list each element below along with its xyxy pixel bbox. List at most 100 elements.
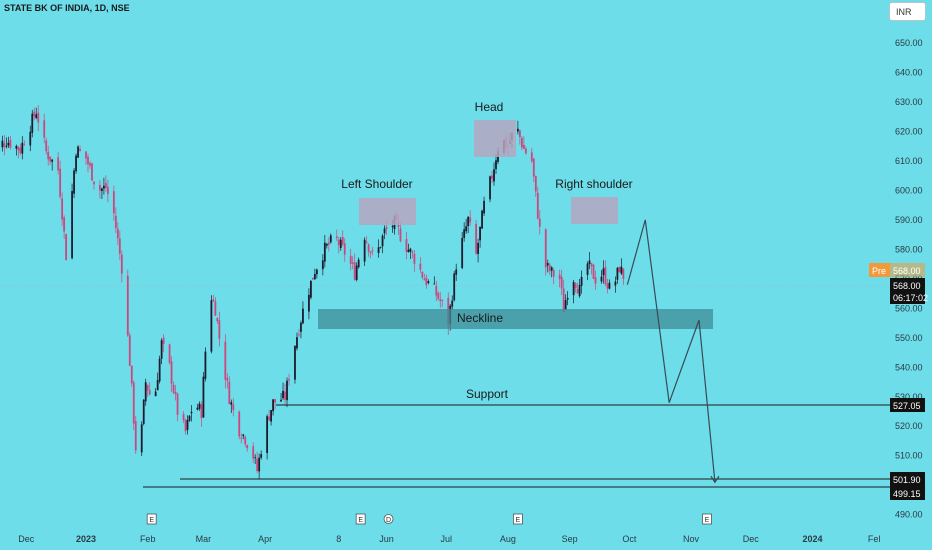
y-tick-label: 560.00: [895, 303, 923, 313]
candle-body: [142, 399, 145, 424]
countdown-timer: 06:17:02: [893, 293, 928, 303]
candle-body: [604, 266, 607, 285]
x-tick-label: Sep: [562, 534, 578, 544]
candle-body: [156, 380, 159, 391]
candle-body: [365, 242, 368, 243]
candle-body: [63, 217, 66, 232]
candle-body: [280, 399, 282, 402]
candle-body: [21, 142, 24, 154]
candle-body: [606, 283, 609, 289]
candle-body: [329, 235, 332, 243]
candle-body: [323, 242, 326, 262]
candle-body: [91, 163, 93, 181]
x-tick-label: Aug: [500, 534, 516, 544]
candle-body: [427, 281, 430, 284]
candle-body: [481, 210, 483, 229]
earnings-marker[interactable]: E: [355, 513, 366, 525]
candle-body: [315, 269, 318, 275]
candle-body: [562, 288, 565, 313]
candle-body: [469, 217, 472, 223]
candle-body: [15, 145, 18, 149]
left-shoulder-label: Left Shoulder: [341, 177, 412, 191]
svg-text:E: E: [149, 517, 154, 524]
candle-body: [230, 402, 233, 405]
svg-text:568.00: 568.00: [893, 266, 921, 276]
candle-body: [524, 148, 527, 154]
level-501-badge: 501.90: [890, 472, 925, 486]
candle-body: [29, 131, 32, 146]
candle-body: [286, 380, 288, 401]
candle-body: [590, 263, 593, 267]
candle-body: [19, 147, 22, 153]
dividend-marker[interactable]: D: [383, 514, 394, 525]
candle-body: [419, 263, 422, 270]
candle-body: [288, 378, 290, 381]
candle-body: [182, 414, 185, 421]
candle-body: [85, 151, 87, 159]
candle-body: [381, 235, 384, 247]
candle-body: [369, 251, 372, 254]
candle-body: [93, 181, 95, 185]
y-tick-label: 540.00: [895, 362, 923, 372]
earnings-marker[interactable]: E: [512, 513, 523, 525]
svg-text:E: E: [516, 517, 521, 524]
head-label: Head: [475, 100, 504, 114]
left-shoulder-box: [359, 198, 416, 225]
candle-body: [23, 144, 26, 146]
candle-body: [172, 384, 175, 393]
currency-selector[interactable]: INR: [889, 2, 926, 21]
x-tick-label: 2024: [802, 534, 822, 544]
candle-body: [451, 300, 454, 307]
candle-body: [45, 140, 48, 152]
candle-body: [532, 158, 535, 177]
candle-body: [530, 152, 533, 162]
candle-body: [7, 142, 10, 146]
candle-body: [399, 228, 402, 242]
candle-body: [616, 267, 619, 280]
candle-body: [37, 112, 40, 123]
x-tick-label: Jun: [379, 534, 394, 544]
candle-body: [437, 292, 440, 299]
svg-text:E: E: [705, 517, 710, 524]
svg-text:E: E: [358, 517, 363, 524]
candle-body: [520, 137, 523, 148]
y-tick-label: 520.00: [895, 421, 923, 431]
candle-body: [204, 351, 207, 379]
candle-body: [620, 266, 623, 274]
candle-body: [196, 407, 199, 410]
candle-body: [270, 410, 272, 422]
candle-body: [49, 156, 52, 162]
candle-body: [550, 267, 553, 271]
candle-body: [1, 140, 4, 148]
candle-body: [140, 424, 143, 453]
y-tick-label: 600.00: [895, 185, 923, 195]
candle-body: [391, 226, 394, 227]
candle-body: [148, 390, 151, 395]
candle-body: [65, 234, 67, 261]
candle-body: [522, 144, 525, 149]
candle-body: [327, 242, 330, 245]
candle-body: [463, 229, 466, 238]
pre-market-badge: Pre 568.00: [869, 263, 925, 277]
candle-body: [421, 272, 424, 278]
candle-body: [379, 247, 382, 248]
earnings-marker[interactable]: E: [702, 513, 712, 525]
y-tick-label: 610.00: [895, 156, 923, 166]
candle-body: [580, 276, 583, 286]
candle-body: [174, 391, 177, 395]
candle-body: [154, 391, 157, 397]
candle-body: [383, 228, 386, 234]
earnings-marker[interactable]: E: [146, 513, 157, 525]
candle-body: [146, 385, 149, 391]
candle-body: [190, 411, 193, 414]
candle-body: [9, 139, 12, 148]
x-tick-label: Feb: [140, 534, 156, 544]
candle-body: [103, 185, 105, 189]
candle-body: [335, 236, 338, 238]
candle-body: [202, 376, 205, 418]
svg-text:501.90: 501.90: [893, 475, 921, 485]
candle-body: [311, 277, 314, 280]
candle-body: [3, 143, 6, 147]
candle-body: [71, 191, 73, 259]
